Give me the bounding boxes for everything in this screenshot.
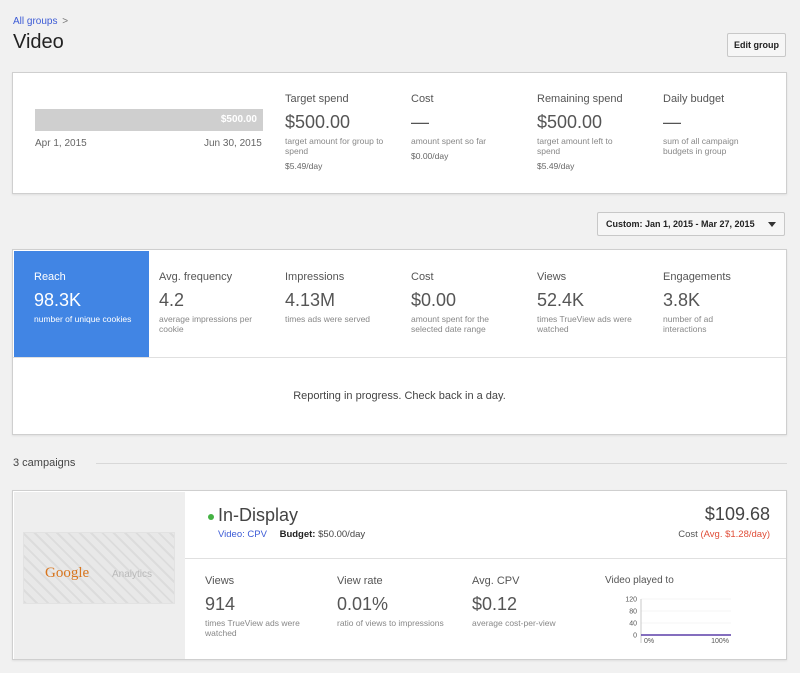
campaign-type-link[interactable]: Video: CPV: [218, 529, 267, 540]
metric-value: 98.3K: [34, 290, 82, 310]
metric-value: 3.8K: [663, 290, 701, 310]
metric-label: Cost: [411, 93, 434, 105]
campaign-metric-avg-cpv: Avg. CPV $0.12 average cost-per-view: [472, 575, 582, 628]
campaign-thumbnail[interactable]: Google Analytics: [14, 492, 185, 659]
date-range-dropdown[interactable]: Custom: Jan 1, 2015 - Mar 27, 2015: [597, 212, 785, 236]
metric-label: Daily budget: [663, 93, 725, 105]
budget-progress-bar: $500.00: [35, 109, 263, 131]
budget-end-date: Jun 30, 2015: [204, 138, 262, 149]
date-range-value: Custom: Jan 1, 2015 - Mar 27, 2015: [606, 219, 755, 229]
breadcrumb: All groups >: [13, 16, 68, 27]
metric-description: average cost-per-view: [472, 618, 556, 628]
caret-down-icon: [768, 222, 776, 227]
metric-value: $500.00: [537, 112, 603, 132]
metric-value: —: [663, 112, 681, 132]
metric-label: Reach: [34, 271, 66, 283]
metric-per-day: $0.00/day: [411, 151, 449, 161]
metric-value: 0.01%: [337, 594, 389, 614]
metric-value: 914: [205, 594, 236, 614]
divider: [185, 558, 786, 559]
budget-value: $50.00/day: [318, 529, 366, 540]
metric-description: target amount left to spend: [537, 136, 613, 156]
campaign-metric-view-rate: View rate 0.01% ratio of views to impres…: [337, 575, 462, 628]
metric-impressions[interactable]: Impressions 4.13M times ads were served: [285, 271, 395, 324]
budget-label: Budget:: [279, 529, 316, 540]
metric-value: 4.13M: [285, 290, 336, 310]
metric-per-day: $5.49/day: [537, 161, 575, 171]
divider: [13, 357, 786, 358]
campaign-metric-views: Views 914 times TrueView ads were watche…: [205, 575, 325, 638]
metric-label: Views: [537, 271, 567, 283]
breadcrumb-all-groups-link[interactable]: All groups: [13, 16, 58, 27]
reach-summary-card: Reach 98.3K number of unique cookies Avg…: [12, 249, 787, 435]
page-title: Video: [13, 31, 64, 53]
metric-label: View rate: [337, 575, 383, 587]
metric-value: 4.2: [159, 290, 185, 310]
metric-views[interactable]: Views 52.4K times TrueView ads were watc…: [537, 271, 632, 334]
metric-value: 52.4K: [537, 290, 585, 310]
edit-group-button[interactable]: Edit group: [727, 33, 786, 57]
breadcrumb-separator: >: [62, 16, 69, 27]
metric-label: Target spend: [285, 93, 349, 105]
video-played-to-chart: 120 80 40 0 0% 100%: [625, 597, 731, 645]
metric-label: Remaining spend: [537, 93, 623, 105]
metric-description: amount spent so far: [411, 136, 487, 146]
campaign-cost-sub: Cost (Avg. $1.28/day): [678, 529, 770, 540]
budget-start-date: Apr 1, 2015: [35, 138, 87, 149]
campaign-name[interactable]: In-Display: [218, 505, 299, 525]
video-thumbnail-image: Google Analytics: [23, 532, 175, 604]
metric-description: amount spent for the selected date range: [411, 314, 489, 334]
reporting-progress-message: Reporting in progress. Check back in a d…: [293, 390, 506, 402]
metric-description: average impressions per cookie: [159, 314, 253, 334]
y-tick-label: 120: [625, 597, 637, 604]
avg-cost-per-day: (Avg. $1.28/day): [700, 529, 770, 540]
y-tick-label: 80: [629, 609, 637, 616]
y-tick-label: 0: [633, 633, 637, 640]
campaigns-count-label: 3 campaigns: [13, 457, 76, 469]
metric-value: $0.00: [411, 290, 457, 310]
metric-value: $500.00: [285, 112, 351, 132]
thumbnail-logo-subtext: Analytics: [112, 569, 153, 580]
status-active-icon: [208, 514, 214, 520]
metric-description: number of ad interactions: [663, 314, 714, 334]
metric-daily-budget: Daily budget — sum of all campaign budge…: [663, 93, 763, 156]
metric-cost: Cost — amount spent so far $0.00/day: [411, 93, 521, 161]
y-tick-label: 40: [629, 621, 637, 628]
divider: [96, 463, 787, 464]
metric-description: times TrueView ads were watched: [205, 618, 300, 638]
metric-label: Impressions: [285, 271, 345, 283]
metric-label: Engagements: [663, 271, 731, 283]
metric-description: number of unique cookies: [34, 314, 132, 324]
metric-description: times TrueView ads were watched: [537, 314, 632, 334]
metric-label: Views: [205, 575, 235, 587]
campaign-cost: $109.68: [704, 504, 770, 524]
metric-label: Cost: [411, 271, 434, 283]
budget-card: $500.00 Apr 1, 2015 Jun 30, 2015 Target …: [12, 72, 787, 194]
metric-reach: Reach 98.3K number of unique cookies: [34, 271, 134, 324]
budget-bar-value: $500.00: [220, 114, 257, 125]
campaign-card[interactable]: Google Analytics In-Display Video: CPV B…: [12, 490, 787, 660]
metric-description: target amount for group to spend: [285, 136, 384, 156]
campaign-meta: Video: CPV Budget: $50.00/day: [218, 529, 365, 540]
thumbnail-logo-text: Google: [45, 565, 90, 581]
video-played-to-title: Video played to: [605, 575, 674, 586]
metric-avg-frequency[interactable]: Avg. frequency 4.2 average impressions p…: [159, 271, 269, 334]
x-tick-label: 100%: [711, 638, 729, 645]
metric-description: sum of all campaign budgets in group: [663, 136, 739, 156]
metric-description: ratio of views to impressions: [337, 618, 444, 628]
x-tick-label: 0%: [644, 638, 654, 645]
metric-remaining-spend: Remaining spend $500.00 target amount le…: [537, 93, 637, 171]
metric-label: Avg. CPV: [472, 575, 520, 587]
cost-label: Cost: [678, 529, 698, 540]
metric-value: —: [411, 112, 429, 132]
metric-value: $0.12: [472, 594, 518, 614]
metric-label: Avg. frequency: [159, 271, 233, 283]
metric-engagements[interactable]: Engagements 3.8K number of ad interactio…: [663, 271, 743, 334]
reach-tile-selected[interactable]: Reach 98.3K number of unique cookies: [14, 251, 149, 357]
metric-cost[interactable]: Cost $0.00 amount spent for the selected…: [411, 271, 511, 334]
metric-per-day: $5.49/day: [285, 161, 323, 171]
metric-description: times ads were served: [285, 314, 371, 324]
metric-target-spend: Target spend $500.00 target amount for g…: [285, 93, 395, 171]
